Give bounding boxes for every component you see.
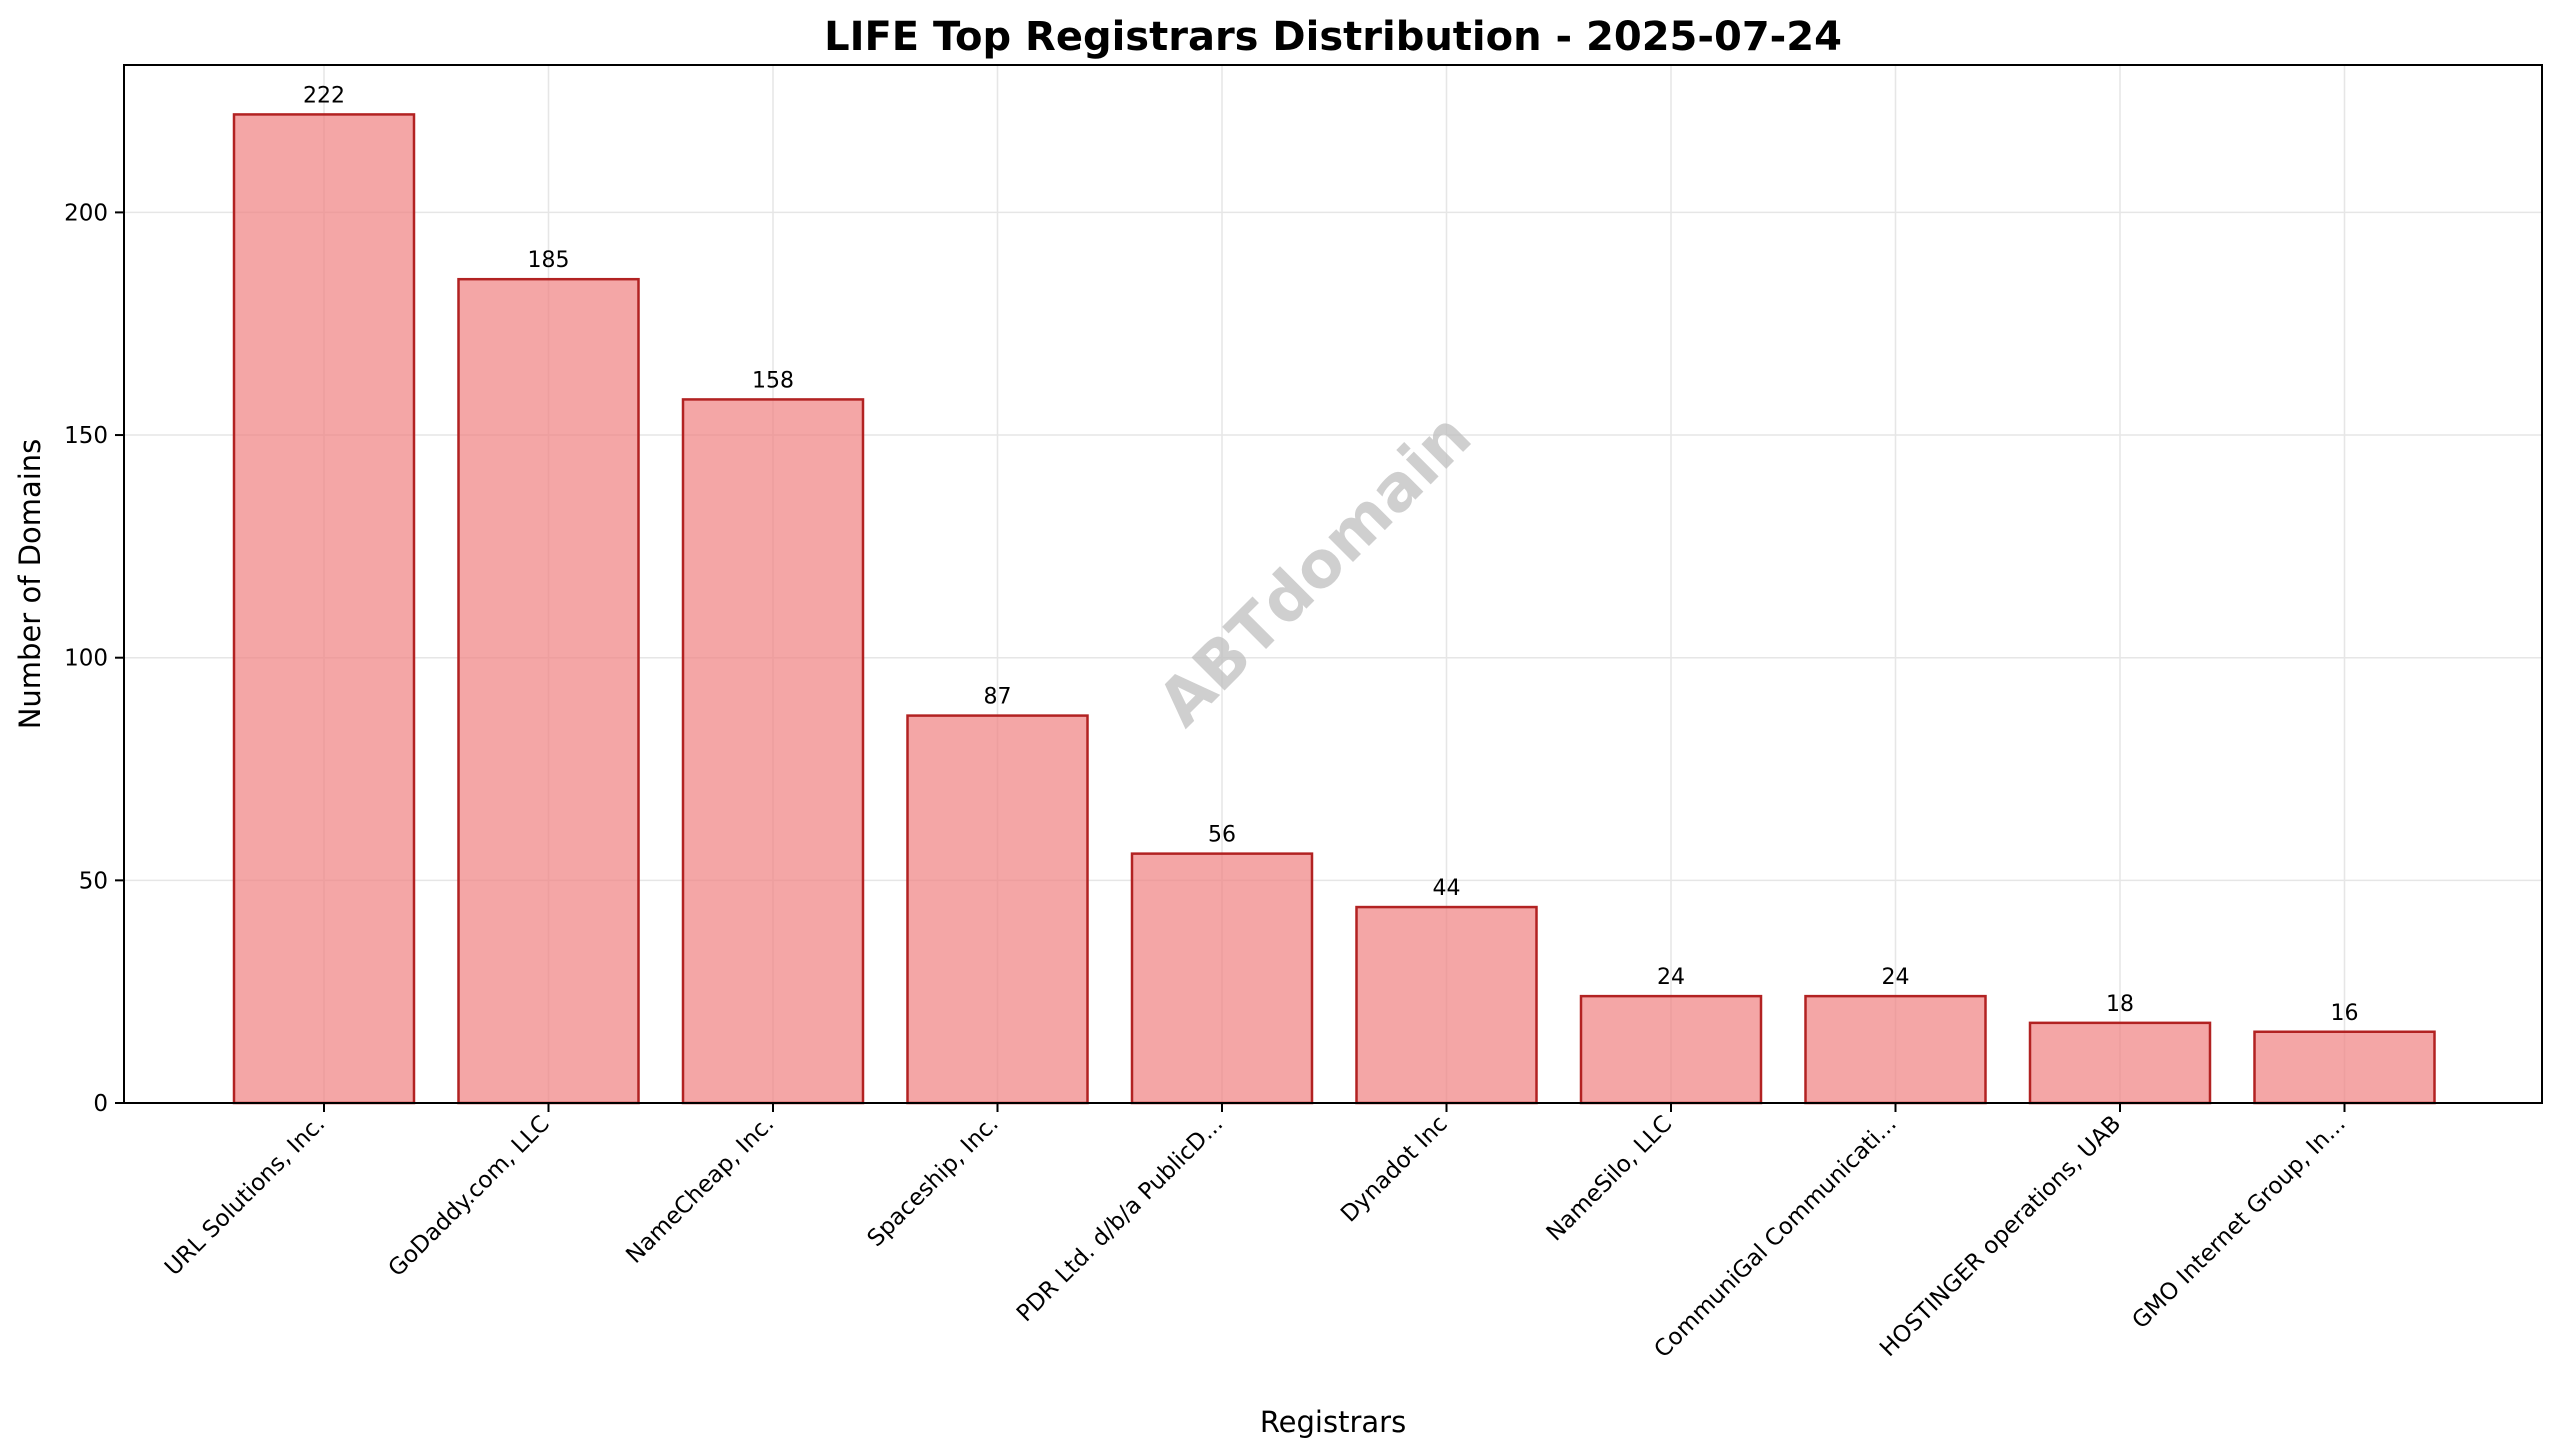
bar-value-label: 222: [303, 83, 345, 108]
bar-value-label: 16: [2331, 1001, 2359, 1026]
bars-layer: [232, 113, 2436, 1105]
bar-value-label: 24: [1882, 965, 1910, 990]
bar: [1130, 852, 1314, 1105]
bar-value-label: 44: [1433, 876, 1461, 901]
y-tick-label: 50: [79, 868, 108, 894]
bar: [681, 398, 865, 1105]
value-labels-layer: 222 185 158 87 56 44 24 24 18 16: [303, 83, 2359, 1025]
plot-frame: [123, 64, 2543, 1104]
bar: [1579, 994, 1763, 1105]
bar-value-label: 158: [752, 368, 794, 393]
bar-value-label: 185: [528, 248, 570, 273]
bar: [1355, 905, 1538, 1105]
bar: [457, 277, 640, 1105]
y-axis: 0 50 100 150 200: [64, 200, 124, 1117]
bar-value-label: 56: [1208, 823, 1236, 848]
y-tick-label: 100: [64, 646, 108, 672]
bar: [1804, 994, 1987, 1105]
bar-value-label: 24: [1657, 965, 1685, 990]
y-tick-label: 200: [64, 200, 108, 226]
bar: [2253, 1030, 2436, 1105]
y-tick-label: 0: [93, 1091, 108, 1117]
y-axis-label: Number of Domains: [13, 439, 47, 730]
bar: [232, 113, 416, 1105]
bar: [2028, 1021, 2212, 1105]
bar: [906, 714, 1089, 1105]
y-tick-label: 150: [64, 423, 108, 449]
chart-title: LIFE Top Registrars Distribution - 2025-…: [824, 14, 1842, 60]
bar-value-label: 87: [984, 685, 1012, 710]
x-axis-label: Registrars: [1260, 1405, 1406, 1439]
bar-value-label: 18: [2106, 992, 2134, 1017]
